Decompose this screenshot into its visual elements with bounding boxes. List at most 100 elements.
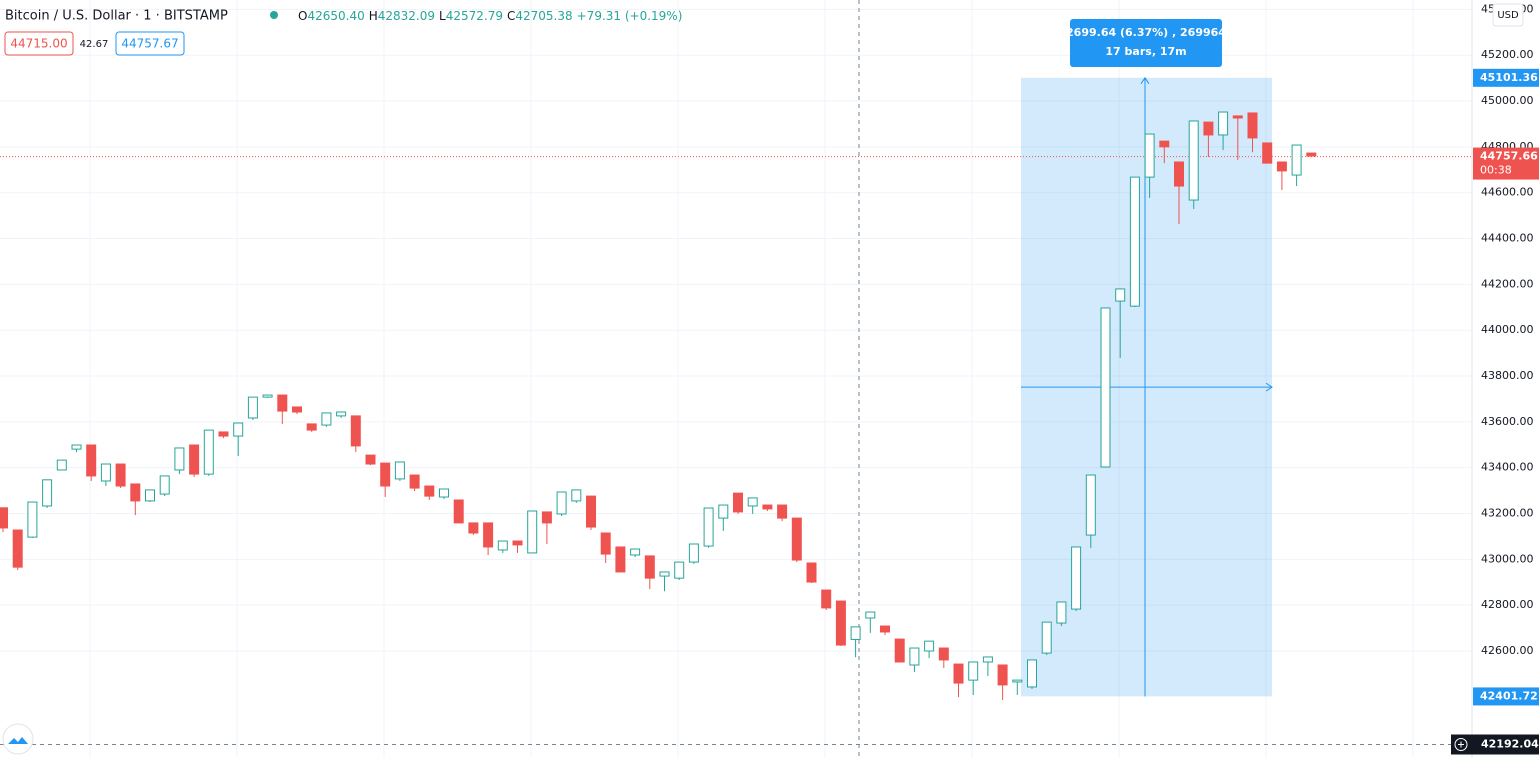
candle-body (894, 638, 905, 663)
candle-body (747, 497, 758, 507)
candle-body (424, 485, 435, 497)
ohlc-key: C (507, 9, 515, 23)
candle-body (1276, 161, 1287, 172)
candle-body (777, 504, 788, 519)
candle-body (1056, 601, 1067, 624)
candle-body (968, 661, 979, 681)
candle-body (159, 475, 170, 495)
candle-body (644, 555, 655, 579)
candle-body (321, 412, 332, 426)
candle-body (953, 663, 964, 684)
candle-body (453, 499, 464, 524)
candle-body (703, 507, 714, 547)
ohlc-key: H (369, 9, 378, 23)
buy-bg (115, 31, 185, 56)
candle-body (409, 474, 420, 489)
ohlc-key: O (298, 9, 307, 23)
candle-body (600, 532, 611, 555)
candle-body (1041, 621, 1052, 654)
candle-body (1247, 112, 1258, 139)
candle-body (659, 571, 670, 577)
ohlc: O42650.40 H42832.09 L42572.79 C42705.38 +79.… (298, 9, 682, 23)
candle-body (835, 600, 846, 646)
ohlc-key: L (439, 9, 446, 23)
measure-bars: 17 bars, 17m (1105, 45, 1186, 58)
candle-body (806, 562, 817, 583)
range-low-label-bg (1473, 687, 1539, 706)
range-high-label-bg (1473, 68, 1539, 87)
candle-body (1174, 161, 1184, 187)
candle-body (27, 501, 38, 538)
bid: 44715.00 (10, 37, 67, 51)
y-tick-label: 43200.00 (1481, 507, 1534, 520)
candle-body (247, 396, 258, 419)
logo (8, 737, 28, 744)
candle-body (938, 647, 949, 661)
candle-body (762, 504, 773, 510)
sell-button[interactable]: 44715.00 (4, 31, 74, 56)
candle-body (1188, 120, 1199, 201)
candle-body (1218, 111, 1229, 136)
y-tick-label: 44200.00 (1481, 277, 1534, 290)
sell-bg (4, 31, 74, 56)
candle-body (277, 394, 288, 412)
y-tick-label: 45200.00 (1481, 48, 1534, 61)
candle-body (791, 517, 802, 561)
candle-body (909, 647, 920, 666)
candle-body (12, 529, 23, 568)
candle-body (115, 463, 126, 487)
candle-body (1115, 288, 1126, 302)
candle-body (350, 415, 361, 447)
candle-body (1027, 659, 1037, 688)
candle-body (1100, 307, 1111, 468)
ask: 44757.67 (121, 37, 178, 51)
candle-body (1085, 474, 1096, 536)
currency-bg (1492, 3, 1524, 27)
candle-body (262, 394, 273, 398)
candle-body (56, 459, 67, 471)
candle-body (130, 483, 141, 502)
ohlc-value: 42572.79 (446, 9, 503, 23)
status-dot (270, 11, 278, 19)
candle-body (924, 640, 935, 652)
candle-body (1306, 152, 1317, 157)
candle-body (1129, 176, 1140, 307)
candle-body (365, 454, 376, 465)
measure-label-bg (1070, 19, 1222, 67)
candle-body (850, 626, 861, 640)
price-axis (1472, 0, 1539, 758)
y-tick-label: 45000.00 (1481, 94, 1534, 107)
candle-body (527, 510, 538, 554)
buy-button[interactable]: 44757.67 (115, 31, 185, 56)
candle-body (145, 489, 155, 502)
add-button[interactable] (1454, 737, 1468, 751)
currency: USD (1497, 10, 1519, 21)
candle-body (571, 489, 582, 502)
candle-body (512, 540, 523, 546)
candle-body (630, 548, 641, 556)
currency-button[interactable]: USD (1492, 3, 1524, 27)
candle-body (203, 429, 214, 475)
candle-body (997, 664, 1008, 686)
candle-body (189, 444, 200, 475)
candle-body (42, 479, 53, 507)
candle-body (1232, 115, 1243, 119)
logo-bg (2, 723, 34, 755)
candle-body (439, 488, 449, 498)
candle-body (1159, 140, 1170, 148)
arrow-head (1265, 382, 1273, 392)
candle-body (733, 492, 743, 513)
y-tick-label: 44400.00 (1481, 232, 1534, 245)
range-high-label: 45101.36 (1480, 71, 1538, 84)
last-price-label: 44757.66 (1480, 150, 1538, 163)
countdown: 00:38 (1480, 164, 1512, 177)
y-tick-label: 43800.00 (1481, 369, 1534, 382)
candle-body (71, 444, 82, 450)
candle-body (306, 423, 317, 431)
candle-body (292, 406, 302, 413)
candle-body (0, 507, 8, 529)
plus (1458, 741, 1464, 748)
candle-body (100, 463, 111, 482)
